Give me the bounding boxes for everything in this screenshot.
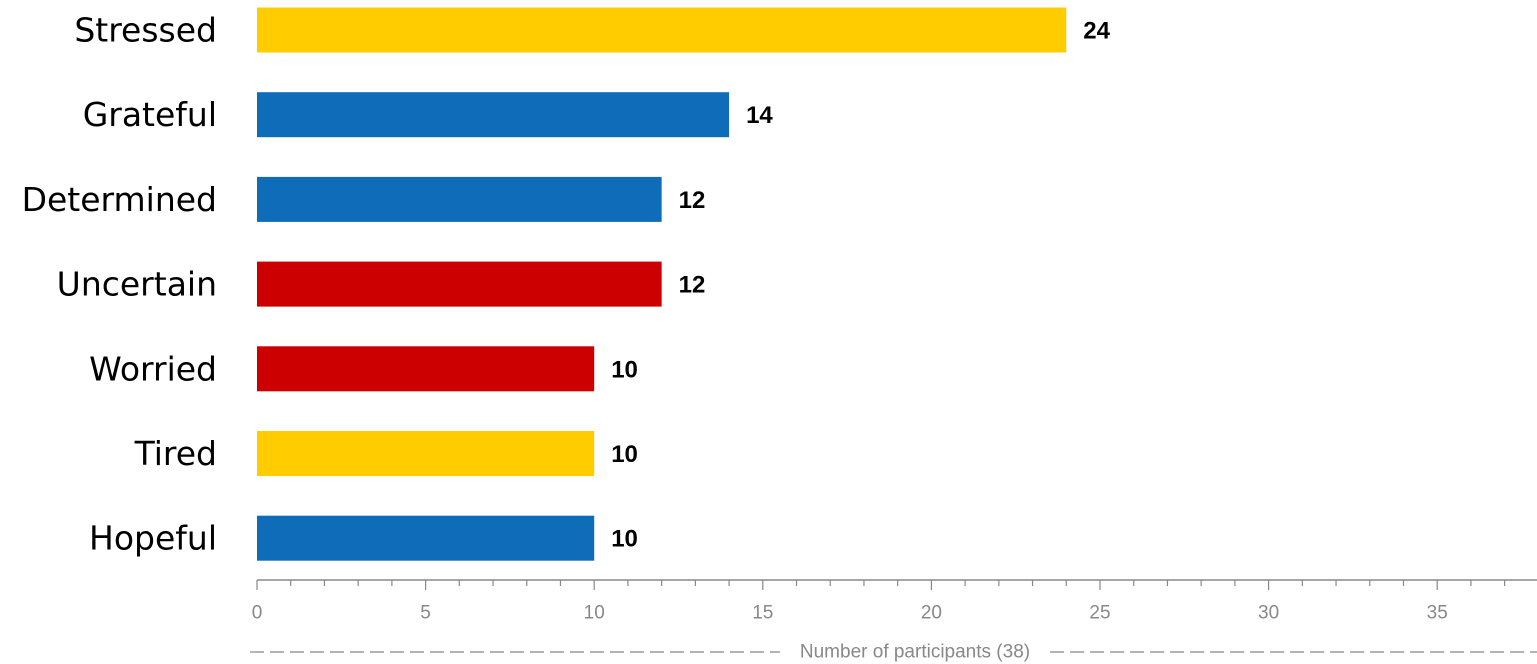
- bar-determined: [257, 176, 662, 222]
- x-tick-label: 30: [1258, 603, 1279, 624]
- category-label-grateful: Grateful: [83, 95, 217, 134]
- x-axis-title: Number of participants (38): [800, 642, 1030, 663]
- bar-worried: [257, 346, 595, 392]
- bar-hopeful: [257, 515, 595, 561]
- category-label-worried: Worried: [89, 349, 217, 388]
- category-label-stressed: Stressed: [74, 11, 217, 50]
- bar-grateful: [257, 92, 730, 138]
- bars-layer: Stressed 24 Grateful 14 Determined 12 Uncertai…: [22, 7, 1111, 561]
- x-tick-label: 20: [921, 603, 942, 624]
- x-tick-label: 5: [420, 603, 431, 624]
- category-label-uncertain: Uncertain: [57, 265, 217, 304]
- x-tick-label: 25: [1089, 603, 1110, 624]
- x-axis: 0 5 10 15 20 25 30 35: [252, 579, 1537, 624]
- bar-stressed: [257, 7, 1067, 53]
- value-label-grateful: 14: [746, 102, 773, 129]
- bar-tired: [257, 431, 595, 476]
- x-tick-label: 0: [252, 603, 263, 624]
- value-label-uncertain: 12: [679, 272, 706, 299]
- category-label-determined: Determined: [22, 180, 217, 219]
- x-tick-label: 15: [752, 603, 773, 624]
- value-label-tired: 10: [611, 441, 638, 468]
- category-label-hopeful: Hopeful: [89, 519, 217, 558]
- x-tick-label: 35: [1427, 603, 1448, 624]
- bar-uncertain: [257, 261, 662, 307]
- x-axis-title-group: Number of participants (38): [250, 642, 1537, 663]
- value-label-worried: 10: [611, 356, 638, 383]
- category-label-tired: Tired: [134, 434, 217, 473]
- value-label-hopeful: 10: [611, 526, 638, 553]
- value-label-determined: 12: [679, 187, 706, 214]
- x-tick-label: 10: [584, 603, 605, 624]
- value-label-stressed: 24: [1083, 18, 1110, 45]
